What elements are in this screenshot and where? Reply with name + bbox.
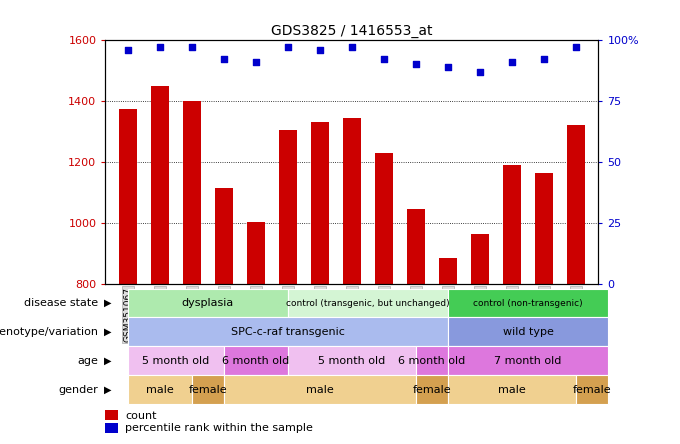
Bar: [128, 289, 288, 317]
Bar: [343, 118, 360, 284]
Bar: [279, 130, 296, 284]
Text: ▶: ▶: [104, 385, 112, 395]
Text: 7 month old: 7 month old: [494, 356, 562, 366]
Bar: [375, 153, 393, 284]
Text: ▶: ▶: [104, 327, 112, 337]
Text: SPC-c-raf transgenic: SPC-c-raf transgenic: [231, 327, 345, 337]
Text: disease state: disease state: [24, 298, 99, 308]
Point: [571, 44, 581, 51]
Text: female: female: [573, 385, 611, 395]
Point: [314, 46, 325, 53]
Bar: [288, 289, 448, 317]
Bar: [105, 423, 118, 433]
Text: ▶: ▶: [104, 298, 112, 308]
Text: count: count: [125, 411, 156, 421]
Text: dysplasia: dysplasia: [182, 298, 234, 308]
Text: gender: gender: [59, 385, 99, 395]
Bar: [439, 258, 457, 284]
Point: [507, 58, 517, 65]
Bar: [183, 101, 201, 284]
Text: 6 month old: 6 month old: [222, 356, 290, 366]
Bar: [416, 375, 448, 404]
Bar: [416, 346, 448, 375]
Bar: [407, 210, 425, 284]
Text: 5 month old: 5 month old: [142, 356, 209, 366]
Point: [218, 56, 229, 63]
Bar: [247, 222, 265, 284]
Text: male: male: [146, 385, 173, 395]
Text: female: female: [413, 385, 452, 395]
Bar: [311, 123, 328, 284]
Text: 5 month old: 5 month old: [318, 356, 386, 366]
Bar: [535, 173, 553, 284]
Text: 6 month old: 6 month old: [398, 356, 466, 366]
Bar: [224, 375, 416, 404]
Point: [539, 56, 549, 63]
Bar: [576, 375, 608, 404]
Point: [122, 46, 133, 53]
Point: [250, 58, 261, 65]
Point: [154, 44, 165, 51]
Text: control (non-transgenic): control (non-transgenic): [473, 298, 583, 308]
Bar: [119, 109, 137, 284]
Bar: [448, 375, 576, 404]
Point: [282, 44, 293, 51]
Text: control (transgenic, but unchanged): control (transgenic, but unchanged): [286, 298, 449, 308]
Text: wild type: wild type: [503, 327, 554, 337]
Bar: [224, 346, 288, 375]
Point: [347, 44, 358, 51]
Text: percentile rank within the sample: percentile rank within the sample: [125, 423, 313, 433]
Text: age: age: [78, 356, 99, 366]
Bar: [448, 289, 608, 317]
Bar: [128, 346, 224, 375]
Bar: [288, 346, 416, 375]
Bar: [471, 234, 489, 284]
Bar: [448, 346, 608, 375]
Bar: [448, 317, 608, 346]
Point: [443, 63, 454, 70]
Text: male: male: [498, 385, 526, 395]
Bar: [128, 317, 448, 346]
Title: GDS3825 / 1416553_at: GDS3825 / 1416553_at: [271, 24, 432, 38]
Bar: [567, 125, 585, 284]
Point: [411, 61, 422, 68]
Text: ▶: ▶: [104, 356, 112, 366]
Point: [379, 56, 390, 63]
Bar: [192, 375, 224, 404]
Text: genotype/variation: genotype/variation: [0, 327, 99, 337]
Text: male: male: [306, 385, 334, 395]
Bar: [128, 375, 192, 404]
Point: [186, 44, 197, 51]
Bar: [215, 188, 233, 284]
Text: female: female: [188, 385, 227, 395]
Point: [475, 68, 486, 75]
Bar: [503, 165, 521, 284]
Bar: [151, 86, 169, 284]
Bar: [105, 410, 118, 420]
